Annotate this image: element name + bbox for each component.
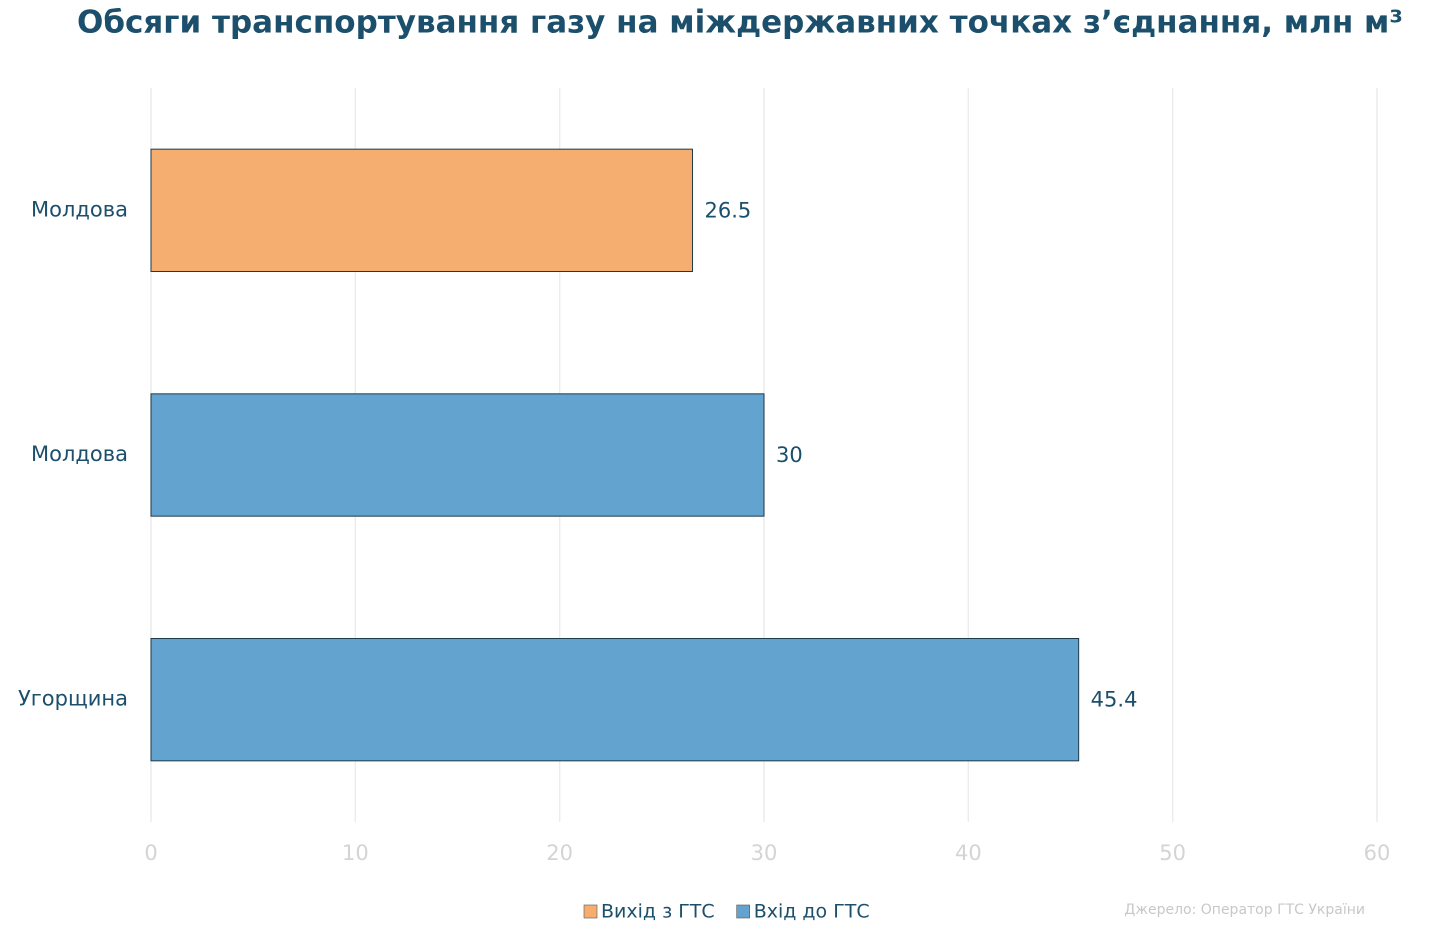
y-tick-label: Молдова [31, 197, 128, 221]
data-label: 26.5 [704, 198, 751, 222]
data-label: 45.4 [1091, 688, 1138, 712]
chart-title: Обсяги транспортування газу на міждержав… [77, 5, 1403, 41]
y-tick-label: Молдова [31, 442, 128, 466]
x-tick-label: 10 [342, 841, 369, 865]
legend-swatch [736, 904, 750, 919]
x-tick-label: 0 [144, 841, 157, 865]
legend-label: Вихід з ГТС [601, 901, 715, 923]
x-tick-label: 60 [1364, 841, 1391, 865]
x-tick-label: 20 [546, 841, 573, 865]
bar [150, 638, 1080, 762]
legend-swatch [583, 904, 598, 919]
y-tick-label: Угорщина [18, 687, 128, 711]
legend-label: Вхід до ГТС [754, 901, 870, 923]
bar [150, 148, 693, 273]
bar [150, 393, 765, 517]
x-tick-label: 40 [955, 841, 982, 865]
source: Джерело: Оператор ГТС України [1124, 902, 1365, 918]
data-label: 30 [776, 443, 803, 467]
x-tick-label: 30 [751, 841, 778, 865]
x-tick-label: 50 [1159, 841, 1186, 865]
